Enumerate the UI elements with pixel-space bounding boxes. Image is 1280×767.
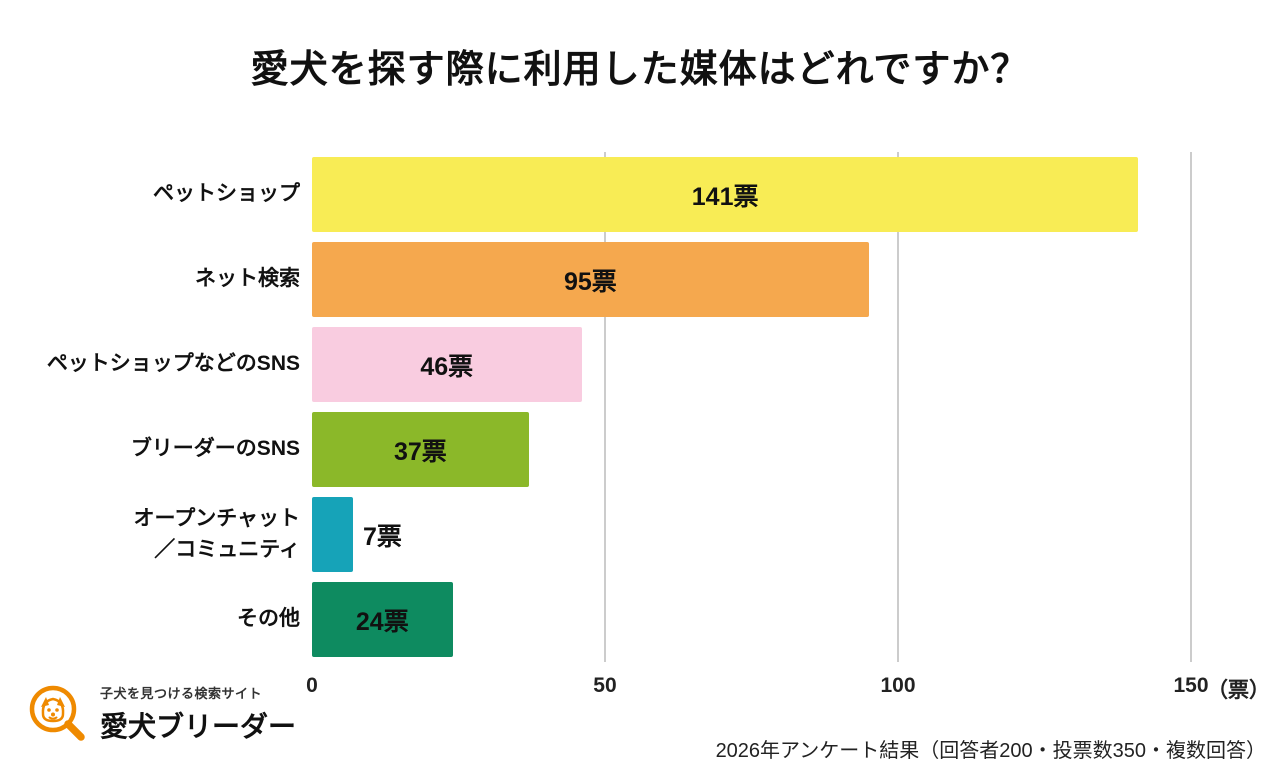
logo-brand-name: 愛犬ブリーダー [100, 711, 297, 742]
category-label: ネット検索 [195, 267, 300, 291]
bar-row: 46票 [312, 322, 1191, 407]
gridline [896, 152, 899, 662]
gridline [1190, 152, 1192, 662]
bar-value-label: 37票 [394, 437, 447, 466]
category-label: その他 [237, 607, 300, 631]
bar [312, 157, 1139, 232]
bar-value-label: 24票 [355, 607, 409, 636]
category-label: オープンチャット ／コミュニティ [133, 507, 300, 561]
bar [312, 242, 869, 317]
bar-row: 141票 [312, 152, 1191, 237]
bar [312, 497, 354, 572]
bar-row: 95票 [312, 237, 1191, 322]
survey-note: 2026年アンケート結果（回答者200・投票数350・複数回答） [715, 740, 1266, 762]
x-tick-label: 100 [880, 674, 916, 697]
bar-row: 24票 [312, 577, 1191, 662]
bar-value-label: 141票 [691, 182, 759, 211]
bar-chart-plot-area: 141票 95票 46票 37票 7票 24票 [312, 152, 1192, 662]
logo-tagline: 子犬を見つける検索サイト [100, 686, 263, 701]
bar-value-label: 7票 [363, 522, 402, 551]
category-label: ペットショップなどのSNS [46, 352, 300, 376]
x-axis: 0 50 100 150 （票） [306, 674, 1270, 702]
bar [312, 327, 582, 402]
gridline [603, 152, 606, 662]
bar-value-label: 95票 [563, 267, 617, 296]
x-tick-label: 150 [1173, 674, 1209, 697]
category-label: ペットショップ [153, 182, 300, 206]
category-label: ブリーダーのSNS [130, 437, 300, 461]
site-logo: 子犬を見つける検索サイト 愛犬ブリーダー [26, 682, 296, 746]
category-labels-column: ペットショップネット検索ペットショップなどのSNS ブリーダーのSNS オープンチャ… [0, 152, 300, 662]
chart-title: 愛犬を探す際に利用した媒体はどれですか？ [250, 49, 1030, 91]
bar-row: 7票 [312, 492, 1191, 577]
bar-row: 37票 [312, 407, 1191, 492]
x-tick-label: 50 [593, 674, 617, 697]
bar [312, 412, 529, 487]
magnifier-dog-icon [29, 685, 85, 741]
bar-value-label: 46票 [420, 352, 474, 381]
bar [312, 582, 453, 657]
x-axis-unit-label: （票） [1207, 679, 1270, 702]
logo-text: 子犬を見つける検索サイト 愛犬ブリーダー [100, 683, 296, 745]
x-tick-label: 0 [306, 674, 318, 697]
